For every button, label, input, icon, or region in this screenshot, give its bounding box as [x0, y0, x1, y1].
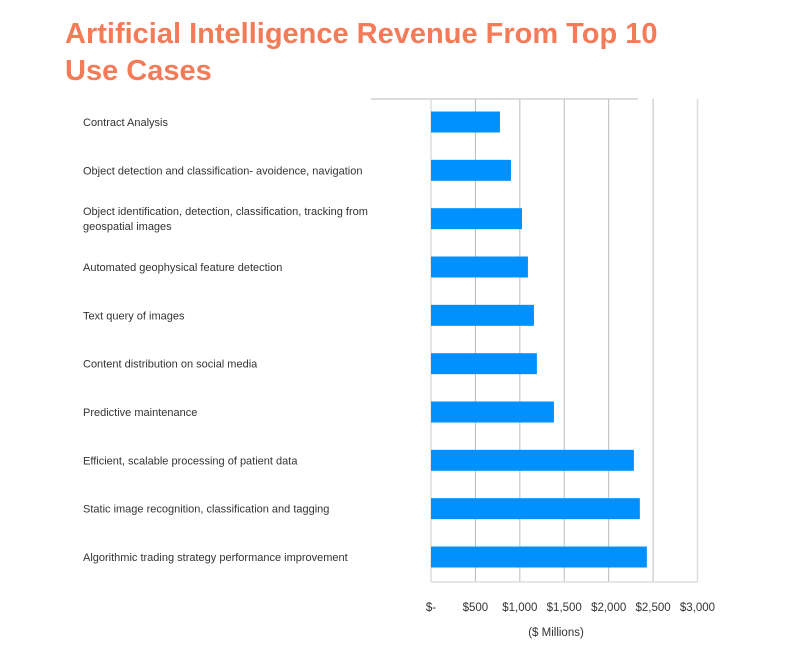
x-tick-label: $1,000 — [502, 602, 537, 614]
category-label: Contract Analysis — [83, 117, 168, 129]
bar — [431, 256, 528, 278]
bar — [431, 159, 511, 181]
x-tick-label: $500 — [463, 602, 489, 614]
x-tick-label: $2,000 — [591, 602, 626, 614]
category-label: Efficient, scalable processing of patien… — [83, 455, 298, 467]
x-axis-label: ($ Millions) — [528, 627, 584, 639]
bar — [431, 546, 647, 568]
category-label: Predictive maintenance — [83, 407, 197, 419]
bar — [431, 401, 554, 423]
bar — [431, 353, 537, 375]
category-label: Static image recognition, classification… — [83, 504, 329, 516]
x-tick-label: $2,500 — [635, 602, 670, 614]
bar — [431, 304, 534, 326]
x-tick-label: $3,000 — [680, 602, 715, 614]
chart-title: Artificial Intelligence Revenue From Top… — [65, 18, 658, 87]
bar — [431, 111, 500, 133]
category-label: Object identification, detection, classi… — [83, 206, 368, 218]
category-label: geospatial images — [83, 221, 172, 233]
category-label: Content distribution on social media — [83, 359, 258, 371]
x-tick-label: $1,500 — [547, 602, 582, 614]
category-label: Text query of images — [83, 310, 185, 322]
bar — [431, 208, 522, 230]
category-label: Object detection and classification- avo… — [83, 165, 362, 177]
bar — [431, 498, 640, 520]
bar — [431, 449, 634, 471]
category-label: Algorithmic trading strategy performance… — [83, 552, 348, 564]
x-tick-label: $- — [426, 602, 436, 614]
category-label: Automated geophysical feature detection — [83, 262, 282, 274]
